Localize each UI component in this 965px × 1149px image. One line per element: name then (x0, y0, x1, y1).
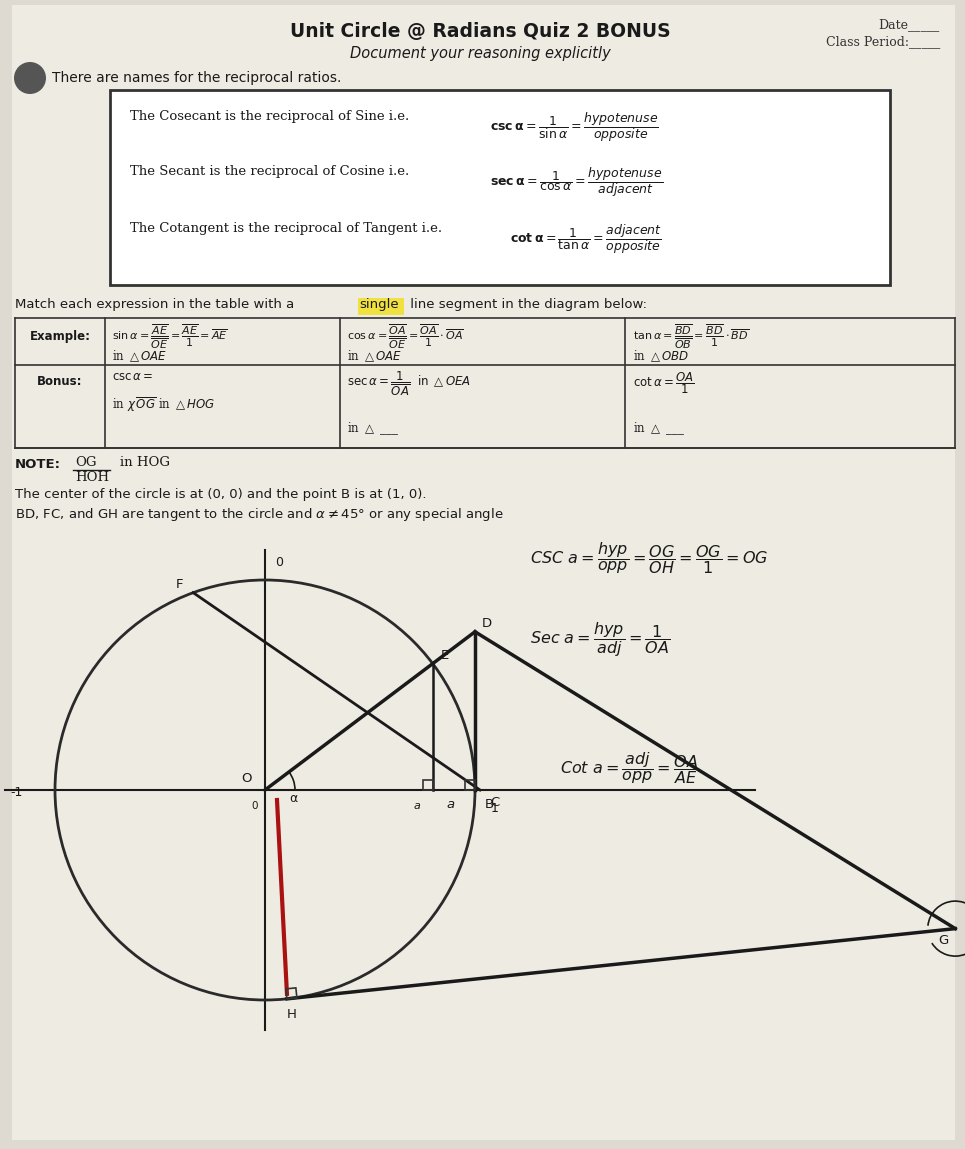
Text: $\sec\alpha = \dfrac{1}{\overline{OA}}$  in $\triangle OEA$: $\sec\alpha = \dfrac{1}{\overline{OA}}$ … (347, 370, 471, 399)
Text: D: D (482, 617, 492, 631)
Text: $\mathbf{sec\,\alpha} = \dfrac{1}{\cos\alpha} = \dfrac{hypotenuse}{adjacent}$: $\mathbf{sec\,\alpha} = \dfrac{1}{\cos\a… (490, 165, 663, 199)
Text: The Cotangent is the reciprocal of Tangent i.e.: The Cotangent is the reciprocal of Tange… (130, 222, 451, 236)
Text: There are names for the reciprocal ratios.: There are names for the reciprocal ratio… (52, 71, 342, 85)
Text: Document your reasoning explicitly: Document your reasoning explicitly (349, 46, 611, 61)
Text: in $\triangle OAE$: in $\triangle OAE$ (112, 348, 167, 363)
Text: 0: 0 (252, 801, 259, 811)
Text: OG: OG (75, 456, 96, 469)
Text: $\csc\alpha =$: $\csc\alpha =$ (112, 370, 153, 383)
Text: The Cosecant is the reciprocal of Sine i.e.: The Cosecant is the reciprocal of Sine i… (130, 110, 418, 123)
Text: B: B (484, 797, 493, 810)
Text: G: G (938, 934, 949, 947)
Text: a: a (447, 797, 455, 810)
Bar (358, 298, 404, 315)
Text: Example:: Example: (30, 330, 91, 344)
Text: in $\chi\,\overline{OG}$ in $\triangle HOG$: in $\chi\,\overline{OG}$ in $\triangle H… (112, 395, 215, 414)
Text: a: a (413, 801, 420, 811)
Text: The Secant is the reciprocal of Cosine i.e.: The Secant is the reciprocal of Cosine i… (130, 165, 418, 178)
Text: Class Period:_____: Class Period:_____ (826, 34, 940, 48)
Text: $\mathbf{csc\,\alpha} = \dfrac{1}{\sin\alpha} = \dfrac{hypotenuse}{opposite}$: $\mathbf{csc\,\alpha} = \dfrac{1}{\sin\a… (490, 110, 659, 144)
Text: Sec $a = \dfrac{hyp}{adj} = \dfrac{1}{OA}$: Sec $a = \dfrac{hyp}{adj} = \dfrac{1}{OA… (530, 620, 671, 660)
Text: BD, FC, and GH are tangent to the circle and $\alpha \neq 45°$ or any special an: BD, FC, and GH are tangent to the circle… (15, 506, 504, 523)
Text: Unit Circle @ Radians Quiz 2 BONUS: Unit Circle @ Radians Quiz 2 BONUS (290, 22, 671, 41)
Text: in $\triangle$ ___: in $\triangle$ ___ (347, 421, 400, 437)
Text: O: O (242, 771, 252, 785)
Text: Match each expression in the table with a: Match each expression in the table with … (15, 298, 298, 311)
Text: E: E (441, 649, 449, 662)
Text: Cot $a = \dfrac{adj}{opp} = \dfrac{OA}{AE}$: Cot $a = \dfrac{adj}{opp} = \dfrac{OA}{A… (560, 750, 699, 786)
Text: in $\triangle$ ___: in $\triangle$ ___ (633, 421, 685, 437)
Text: $\cos\alpha = \dfrac{\overline{OA}}{\overline{OE}} = \dfrac{\overline{OA}}{1} \c: $\cos\alpha = \dfrac{\overline{OA}}{\ove… (347, 322, 464, 350)
Text: H: H (287, 1009, 297, 1021)
Text: $\cot\alpha = \dfrac{OA}{1}$: $\cot\alpha = \dfrac{OA}{1}$ (633, 370, 695, 395)
Text: Bonus:: Bonus: (38, 375, 83, 388)
Text: in $\triangle OAE$: in $\triangle OAE$ (347, 348, 402, 363)
Text: $\sin\alpha = \dfrac{\overline{AE}}{\overline{OE}} = \dfrac{\overline{AE}}{1} = : $\sin\alpha = \dfrac{\overline{AE}}{\ove… (112, 322, 228, 350)
Text: α: α (289, 792, 297, 804)
Bar (110, 90, 890, 285)
Text: CSC $a = \dfrac{hyp}{opp} = \dfrac{OG}{OH} = \dfrac{OG}{1} = OG$: CSC $a = \dfrac{hyp}{opp} = \dfrac{OG}{O… (530, 540, 768, 576)
Text: $\tan\alpha = \dfrac{\overline{BD}}{\overline{OB}} = \dfrac{\overline{BD}}{1} \c: $\tan\alpha = \dfrac{\overline{BD}}{\ove… (633, 322, 749, 350)
Text: Date_____: Date_____ (879, 18, 940, 31)
Text: -1: -1 (11, 787, 23, 800)
Text: 1: 1 (491, 802, 499, 815)
Text: in $\triangle OBD$: in $\triangle OBD$ (633, 348, 689, 363)
Text: NOTE:: NOTE: (15, 458, 61, 471)
Bar (0, 0, 12, 1149)
Text: 0: 0 (275, 555, 283, 569)
Text: C: C (490, 795, 500, 809)
Circle shape (14, 62, 46, 94)
Text: The center of the circle is at (0, 0) and the point B is at (1, 0).: The center of the circle is at (0, 0) an… (15, 488, 427, 501)
Text: line segment in the diagram below:: line segment in the diagram below: (406, 298, 647, 311)
Text: single: single (359, 298, 399, 311)
Text: F: F (176, 578, 183, 592)
Text: in HOG: in HOG (120, 456, 170, 469)
Text: HOH: HOH (75, 471, 109, 484)
Text: $\mathbf{cot\,\alpha} = \dfrac{1}{\tan\alpha} = \dfrac{adjacent}{opposite}$: $\mathbf{cot\,\alpha} = \dfrac{1}{\tan\a… (510, 222, 662, 256)
